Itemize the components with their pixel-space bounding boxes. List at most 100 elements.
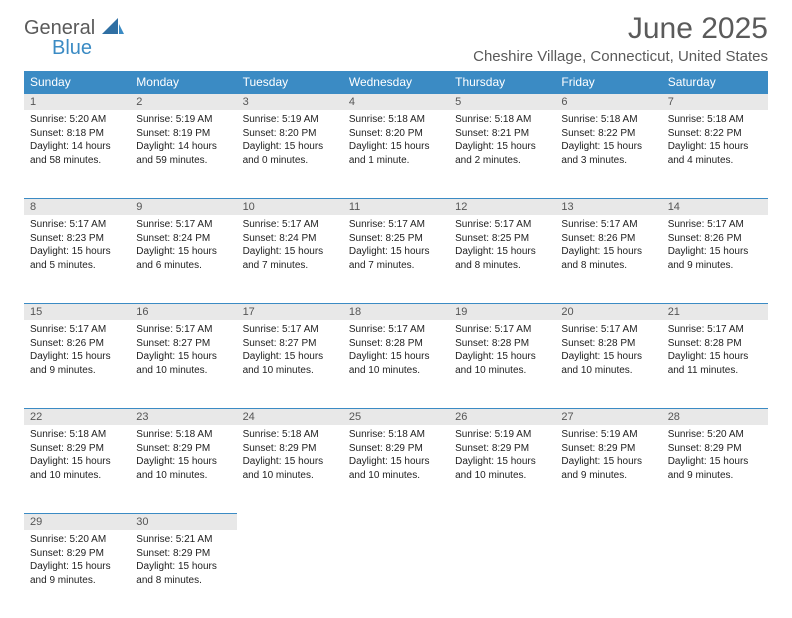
day-content-cell: Sunrise: 5:17 AMSunset: 8:23 PMDaylight:… xyxy=(24,215,130,303)
week-content-row: Sunrise: 5:17 AM Sunset: 8:23 PM Daylight:… xyxy=(24,215,768,303)
day-number-cell xyxy=(343,513,449,530)
day-details: Sunrise: 5:17 AMSunset: 8:25 PMDaylight:… xyxy=(449,215,555,278)
day-number-cell xyxy=(662,513,768,530)
sunset-text: Sunset: 8:24 PM xyxy=(136,232,230,246)
day-details: Sunrise: 5:17 AMSunset: 8:24 PMDaylight:… xyxy=(130,215,236,278)
sunset-text: Sunset: 8:22 PM xyxy=(668,127,762,141)
day-number: 9 xyxy=(130,198,236,215)
day-details: Sunrise: 5:19 AMSunset: 8:20 PMDaylight:… xyxy=(237,110,343,173)
daylight-text: Daylight: 15 hours and 10 minutes. xyxy=(349,455,443,482)
sunrise-text: Sunrise: 5:19 AM xyxy=(455,428,549,442)
weekday-header: Sunday xyxy=(24,71,130,93)
day-number: 11 xyxy=(343,198,449,215)
day-content-cell xyxy=(343,530,449,618)
day-content-cell: Sunrise: 5:17 AMSunset: 8:26 PMDaylight:… xyxy=(24,320,130,408)
daylight-text: Daylight: 15 hours and 10 minutes. xyxy=(136,455,230,482)
weekday-header: Thursday xyxy=(449,71,555,93)
day-details: Sunrise: 5:20 AMSunset: 8:29 PMDaylight:… xyxy=(24,530,130,593)
daylight-text: Daylight: 15 hours and 9 minutes. xyxy=(561,455,655,482)
sunset-text: Sunset: 8:25 PM xyxy=(349,232,443,246)
daylight-text: Daylight: 15 hours and 10 minutes. xyxy=(561,350,655,377)
week-daynum-row: 2930 xyxy=(24,513,768,530)
day-content-cell: Sunrise: 5:17 AMSunset: 8:28 PMDaylight:… xyxy=(449,320,555,408)
day-number: 23 xyxy=(130,408,236,425)
day-details: Sunrise: 5:17 AMSunset: 8:27 PMDaylight:… xyxy=(237,320,343,383)
day-number: 29 xyxy=(24,513,130,530)
daylight-text: Daylight: 15 hours and 8 minutes. xyxy=(455,245,549,272)
sunset-text: Sunset: 8:29 PM xyxy=(243,442,337,456)
day-content-cell: Sunrise: 5:17 AMSunset: 8:28 PMDaylight:… xyxy=(662,320,768,408)
sunset-text: Sunset: 8:29 PM xyxy=(30,442,124,456)
daylight-text: Daylight: 15 hours and 1 minute. xyxy=(349,140,443,167)
daylight-text: Daylight: 15 hours and 6 minutes. xyxy=(136,245,230,272)
sunset-text: Sunset: 8:18 PM xyxy=(30,127,124,141)
day-number-cell: 22 xyxy=(24,408,130,425)
logo-word-general: General xyxy=(24,17,95,39)
day-number: 19 xyxy=(449,303,555,320)
day-content-cell: Sunrise: 5:17 AMSunset: 8:24 PMDaylight:… xyxy=(237,215,343,303)
sunrise-text: Sunrise: 5:17 AM xyxy=(243,323,337,337)
day-number-cell: 23 xyxy=(130,408,236,425)
daylight-text: Daylight: 15 hours and 10 minutes. xyxy=(243,455,337,482)
day-number: 25 xyxy=(343,408,449,425)
sunset-text: Sunset: 8:23 PM xyxy=(30,232,124,246)
sunrise-text: Sunrise: 5:17 AM xyxy=(243,218,337,232)
day-details: Sunrise: 5:18 AMSunset: 8:29 PMDaylight:… xyxy=(237,425,343,488)
location: Cheshire Village, Connecticut, United St… xyxy=(473,48,768,65)
day-details: Sunrise: 5:17 AMSunset: 8:28 PMDaylight:… xyxy=(343,320,449,383)
day-content-cell: Sunrise: 5:18 AMSunset: 8:29 PMDaylight:… xyxy=(237,425,343,513)
sunrise-text: Sunrise: 5:18 AM xyxy=(349,428,443,442)
sunrise-text: Sunrise: 5:17 AM xyxy=(561,218,655,232)
day-details: Sunrise: 5:18 AMSunset: 8:20 PMDaylight:… xyxy=(343,110,449,173)
day-content-cell: Sunrise: 5:17 AMSunset: 8:28 PMDaylight:… xyxy=(343,320,449,408)
day-number-cell: 21 xyxy=(662,303,768,320)
sunset-text: Sunset: 8:21 PM xyxy=(455,127,549,141)
day-content-cell: Sunrise: 5:18 AMSunset: 8:29 PMDaylight:… xyxy=(343,425,449,513)
day-number-cell: 14 xyxy=(662,198,768,215)
day-number-cell xyxy=(555,513,661,530)
sunrise-text: Sunrise: 5:17 AM xyxy=(668,218,762,232)
day-number-cell: 1 xyxy=(24,93,130,110)
daylight-text: Daylight: 15 hours and 8 minutes. xyxy=(561,245,655,272)
day-content-cell: Sunrise: 5:18 AMSunset: 8:21 PMDaylight:… xyxy=(449,110,555,198)
day-details: Sunrise: 5:20 AMSunset: 8:18 PMDaylight:… xyxy=(24,110,130,173)
day-content-cell: Sunrise: 5:18 AMSunset: 8:22 PMDaylight:… xyxy=(662,110,768,198)
sunrise-text: Sunrise: 5:18 AM xyxy=(668,113,762,127)
day-content-cell: Sunrise: 5:17 AMSunset: 8:26 PMDaylight:… xyxy=(662,215,768,303)
day-details: Sunrise: 5:17 AMSunset: 8:23 PMDaylight:… xyxy=(24,215,130,278)
day-number-cell: 10 xyxy=(237,198,343,215)
daylight-text: Daylight: 15 hours and 2 minutes. xyxy=(455,140,549,167)
day-number: 6 xyxy=(555,93,661,110)
day-details: Sunrise: 5:17 AMSunset: 8:24 PMDaylight:… xyxy=(237,215,343,278)
daylight-text: Daylight: 15 hours and 9 minutes. xyxy=(668,245,762,272)
day-number: 4 xyxy=(343,93,449,110)
sunset-text: Sunset: 8:20 PM xyxy=(243,127,337,141)
day-details: Sunrise: 5:17 AMSunset: 8:27 PMDaylight:… xyxy=(130,320,236,383)
day-number: 5 xyxy=(449,93,555,110)
sunrise-text: Sunrise: 5:17 AM xyxy=(455,323,549,337)
sunrise-text: Sunrise: 5:17 AM xyxy=(349,218,443,232)
day-number-cell: 7 xyxy=(662,93,768,110)
sunset-text: Sunset: 8:28 PM xyxy=(349,337,443,351)
sunset-text: Sunset: 8:28 PM xyxy=(561,337,655,351)
daylight-text: Daylight: 15 hours and 10 minutes. xyxy=(136,350,230,377)
day-number: 22 xyxy=(24,408,130,425)
day-number-cell: 16 xyxy=(130,303,236,320)
day-details: Sunrise: 5:17 AMSunset: 8:26 PMDaylight:… xyxy=(24,320,130,383)
day-content-cell: Sunrise: 5:17 AMSunset: 8:27 PMDaylight:… xyxy=(237,320,343,408)
sunrise-text: Sunrise: 5:18 AM xyxy=(243,428,337,442)
daylight-text: Daylight: 14 hours and 59 minutes. xyxy=(136,140,230,167)
day-number: 20 xyxy=(555,303,661,320)
sunrise-text: Sunrise: 5:19 AM xyxy=(136,113,230,127)
day-content-cell xyxy=(555,530,661,618)
week-content-row: Sunrise: 5:20 AMSunset: 8:29 PMDaylight:… xyxy=(24,530,768,618)
month-title: June 2025 xyxy=(473,12,768,46)
daylight-text: Daylight: 15 hours and 7 minutes. xyxy=(243,245,337,272)
sunset-text: Sunset: 8:26 PM xyxy=(561,232,655,246)
sunset-text: Sunset: 8:24 PM xyxy=(243,232,337,246)
week-daynum-row: 1234567 xyxy=(24,93,768,110)
day-number-cell: 15 xyxy=(24,303,130,320)
weekday-header: Friday xyxy=(555,71,661,93)
day-number: 3 xyxy=(237,93,343,110)
day-details: Sunrise: 5:20 AMSunset: 8:29 PMDaylight:… xyxy=(662,425,768,488)
